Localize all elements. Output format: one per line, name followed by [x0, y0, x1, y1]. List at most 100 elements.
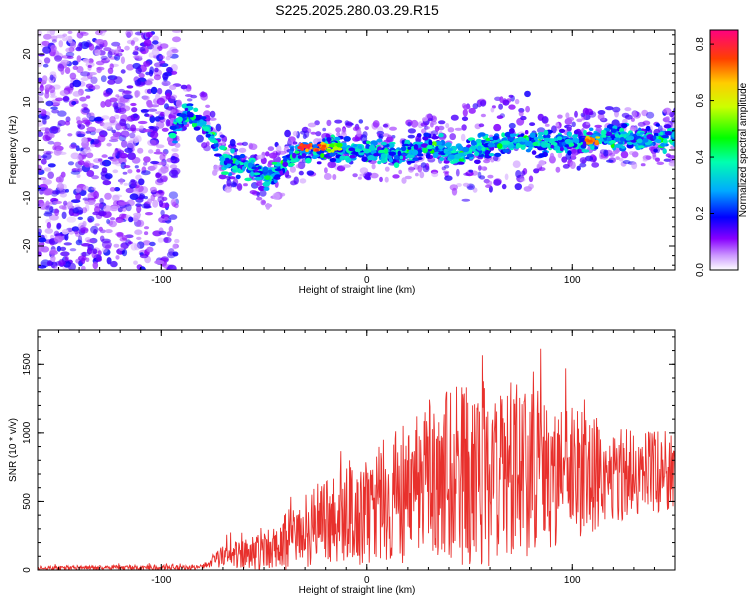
heatmap-cell: [518, 110, 524, 117]
heatmap-cell: [554, 145, 560, 151]
heatmap-cell: [447, 127, 455, 133]
heatmap-cell: [364, 126, 369, 131]
heatmap-cell: [426, 144, 433, 150]
heatmap-cell: [421, 128, 427, 134]
heatmap-cell: [610, 128, 617, 133]
heatmap-cell: [81, 154, 87, 160]
heatmap-cell: [183, 88, 192, 92]
heatmap-cell: [161, 196, 168, 201]
heatmap-cell: [85, 204, 90, 212]
heatmap-cell: [201, 91, 205, 96]
heatmap-cell: [147, 103, 154, 108]
heatmap-cell: [103, 92, 112, 96]
heatmap-cell: [109, 187, 116, 192]
heatmap-cell: [97, 158, 103, 162]
heatmap-cell: [143, 196, 148, 200]
heatmap-cell: [87, 218, 93, 223]
heatmap-cell: [285, 174, 292, 179]
heatmap-cell: [339, 155, 345, 161]
heatmap-cell: [619, 137, 625, 142]
heatmap-cell: [557, 114, 563, 119]
heatmap-cell: [279, 192, 286, 197]
heatmap-cell: [474, 159, 481, 165]
heatmap-cell: [99, 235, 105, 242]
heatmap-cell: [457, 145, 464, 151]
heatmap-cell: [574, 110, 578, 118]
heatmap-cell: [145, 212, 153, 216]
snr-y-tick-label: 500: [22, 493, 33, 510]
heatmap-cell: [116, 219, 125, 223]
heatmap-cell: [501, 132, 506, 138]
heatmap-cell: [274, 174, 281, 178]
heatmap-cell: [515, 142, 522, 149]
heatmap-cell: [417, 149, 423, 154]
heatmap-cell: [431, 171, 439, 178]
heatmap-cell: [448, 154, 456, 160]
heatmap-cell: [379, 176, 383, 183]
heatmap-cell: [72, 79, 82, 88]
heatmap-cell: [205, 104, 211, 109]
heatmap-cell: [43, 57, 51, 64]
heatmap-cell: [77, 160, 85, 166]
heatmap-cell: [438, 133, 444, 138]
heatmap-cell: [325, 133, 331, 139]
heatmap-cell: [149, 66, 155, 75]
heatmap-cell: [387, 142, 395, 149]
heatmap-cell: [128, 216, 134, 223]
heatmap-cell: [85, 83, 94, 89]
heatmap-cell: [421, 143, 429, 148]
heatmap-cell: [136, 241, 145, 249]
heatmap-cell: [159, 153, 166, 161]
heatmap-cell: [481, 147, 486, 152]
heatmap-peak: [329, 143, 334, 148]
heatmap-cell: [420, 122, 428, 127]
heatmap-cell: [149, 241, 156, 247]
heatmap-cell: [494, 152, 502, 157]
spectrogram-x-tick-label: 0: [364, 275, 370, 286]
heatmap-cell: [451, 150, 458, 154]
heatmap-cell: [42, 46, 52, 54]
heatmap-cell: [130, 179, 138, 186]
heatmap-cell: [257, 166, 262, 170]
heatmap-cell: [121, 140, 128, 148]
heatmap-cell: [65, 47, 74, 53]
heatmap-cell: [367, 155, 375, 161]
heatmap-cell: [50, 106, 58, 110]
heatmap-cell: [413, 163, 418, 170]
heatmap-cell: [77, 216, 84, 220]
heatmap-cell: [132, 51, 139, 56]
heatmap-cell: [42, 152, 52, 160]
heatmap-cell: [100, 55, 108, 61]
heatmap-cell: [104, 229, 113, 234]
heatmap-cell: [61, 205, 67, 211]
heatmap-cell: [125, 187, 134, 194]
heatmap-cell: [54, 233, 65, 237]
heatmap-cell: [120, 56, 125, 64]
heatmap-cell: [156, 97, 166, 106]
heatmap-cell: [345, 157, 352, 163]
heatmap-cell: [210, 135, 215, 139]
heatmap-cell: [38, 228, 42, 235]
heatmap-cell: [515, 138, 522, 143]
heatmap-cell: [62, 200, 68, 206]
heatmap-cell: [382, 123, 389, 128]
heatmap-cell: [399, 155, 404, 160]
heatmap-cell: [131, 156, 141, 164]
heatmap-cell: [642, 138, 649, 143]
heatmap-cell: [141, 203, 151, 209]
heatmap-cell: [50, 127, 61, 134]
heatmap-cell: [120, 69, 126, 74]
heatmap-cell: [44, 91, 50, 99]
heatmap-cell: [502, 149, 510, 153]
heatmap-cell: [368, 145, 376, 151]
heatmap-cell: [166, 66, 173, 74]
heatmap-cell: [297, 155, 302, 159]
heatmap-cell: [154, 260, 165, 265]
heatmap-cell: [50, 133, 55, 138]
heatmap-cell: [43, 131, 51, 136]
heatmap-cell: [568, 132, 572, 138]
heatmap-peak: [332, 146, 339, 151]
heatmap-peak: [320, 146, 325, 150]
heatmap-cell: [434, 125, 440, 132]
